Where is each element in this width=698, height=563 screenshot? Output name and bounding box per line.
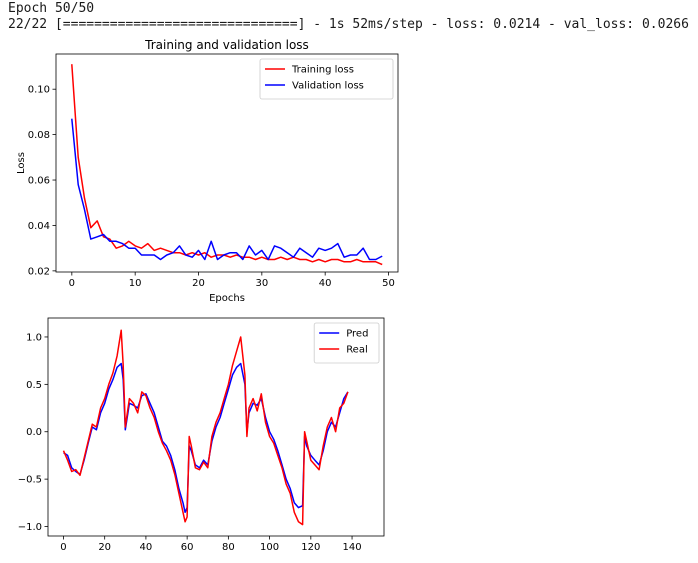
chart1-xtick-label: 0 bbox=[69, 278, 75, 289]
chart1-ytick-label: 0.02 bbox=[28, 266, 50, 277]
chart2-ytick-label: −1.0 bbox=[18, 522, 42, 533]
chart2-series-real bbox=[62, 329, 349, 526]
chart2-ytick-label: 0.5 bbox=[26, 380, 42, 391]
chart1-legend-label: Training loss bbox=[291, 65, 354, 76]
chart1-ytick-label: 0.08 bbox=[28, 130, 50, 141]
chart2-xtick-label: 140 bbox=[343, 542, 362, 553]
console-progress-line: 22/22 [==============================] -… bbox=[8, 17, 689, 32]
chart2-series-pred bbox=[63, 362, 349, 514]
chart1-ytick-label: 0.10 bbox=[28, 85, 50, 96]
chart1-legend-label: Validation loss bbox=[292, 81, 364, 92]
chart2-xtick-label: 100 bbox=[260, 542, 279, 553]
chart1-series-validation-loss bbox=[71, 118, 383, 261]
chart2-legend-label: Real bbox=[346, 345, 368, 356]
chart2-xtick-label: 20 bbox=[98, 542, 111, 553]
chart1-ytick-label: 0.06 bbox=[28, 176, 50, 187]
chart2-ytick-label: 0.0 bbox=[26, 427, 42, 438]
chart1-ylabel: Loss bbox=[16, 152, 27, 174]
chart1-xtick-label: 10 bbox=[129, 278, 142, 289]
chart1-legend-box bbox=[259, 58, 394, 100]
chart1-frame bbox=[55, 53, 399, 273]
chart1-xtick-label: 50 bbox=[382, 278, 395, 289]
console-epoch-line: Epoch 50/50 bbox=[8, 1, 95, 16]
chart1-xtick-label: 20 bbox=[192, 278, 205, 289]
chart2-frame bbox=[47, 317, 385, 537]
chart2-ytick-label: 1.0 bbox=[26, 332, 42, 343]
chart2-ytick-label: −0.5 bbox=[18, 475, 42, 486]
chart1-xtick-label: 40 bbox=[319, 278, 332, 289]
chart1-title: Training and validation loss bbox=[144, 38, 309, 52]
chart2-xtick-label: 120 bbox=[301, 542, 320, 553]
chart2-legend-label: Pred bbox=[346, 329, 368, 340]
chart1-xtick-label: 30 bbox=[255, 278, 268, 289]
chart2-xtick-label: 0 bbox=[60, 542, 66, 553]
chart2-xtick-label: 60 bbox=[181, 542, 194, 553]
chart2-xtick-label: 40 bbox=[140, 542, 153, 553]
chart2-xtick-label: 80 bbox=[222, 542, 235, 553]
chart1-xlabel: Epochs bbox=[209, 293, 245, 304]
chart1-ytick-label: 0.04 bbox=[28, 221, 50, 232]
